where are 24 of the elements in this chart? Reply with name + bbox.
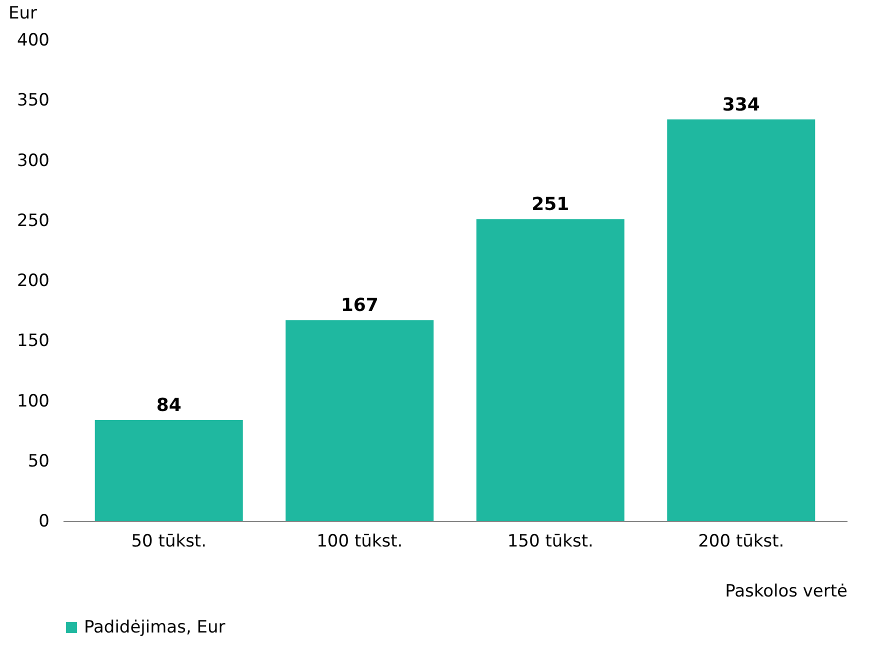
x-axis-title: Paskolos vertė xyxy=(725,582,848,602)
x-tick-label: 100 tūkst. xyxy=(316,532,403,552)
y-tick-label: 200 xyxy=(17,271,50,291)
bar xyxy=(94,420,243,521)
x-tick-label: 50 tūkst. xyxy=(131,532,206,552)
y-tick-label: 250 xyxy=(17,210,50,231)
data-label: 251 xyxy=(532,194,570,216)
bar xyxy=(286,320,434,521)
y-tick-label: 100 xyxy=(17,391,50,412)
x-tick-label: 200 tūkst. xyxy=(698,532,784,552)
y-tick-label: 0 xyxy=(38,512,50,532)
data-label: 334 xyxy=(722,94,760,116)
x-tick-label: 150 tūkst. xyxy=(507,532,594,552)
bar xyxy=(667,119,816,521)
y-tick-label: 400 xyxy=(17,30,50,50)
data-label: 167 xyxy=(340,295,378,316)
y-tick-label: 150 xyxy=(17,331,50,352)
y-tick-label: 300 xyxy=(17,150,50,171)
bar xyxy=(476,219,624,521)
data-label: 84 xyxy=(156,394,182,416)
y-tick-label: 350 xyxy=(17,90,50,111)
y-axis-title: Eur xyxy=(8,4,38,24)
y-tick-label: 50 xyxy=(28,451,50,472)
legend-label: Padidėjimas, Eur xyxy=(84,618,226,638)
